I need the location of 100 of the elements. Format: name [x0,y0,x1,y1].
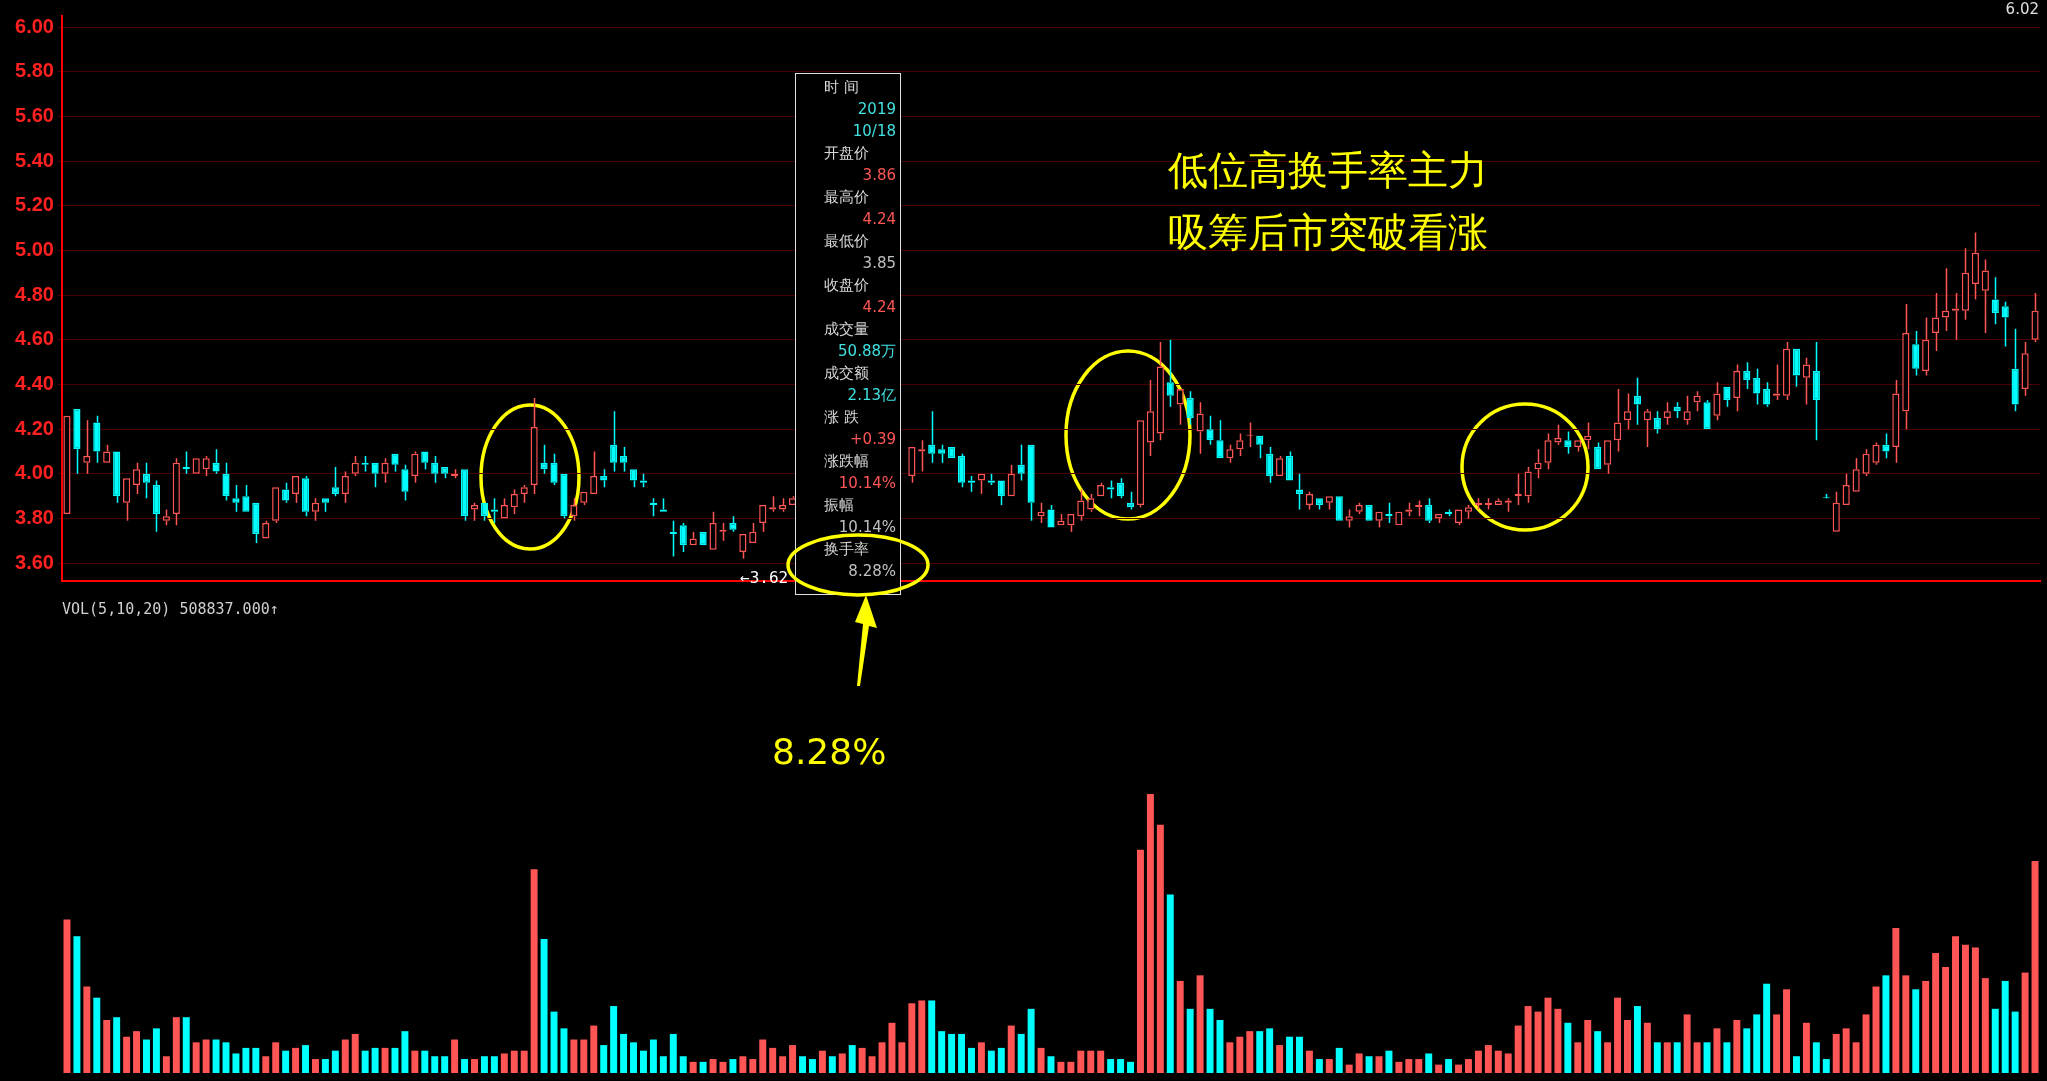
bar [1514,1025,1522,1073]
bar [2021,972,2029,1073]
annotation: 成交量 [823,319,870,340]
candlestick [1146,379,1154,457]
bar [1007,1025,1015,1073]
candlestick [590,450,598,494]
bar [1266,1028,1274,1073]
bar [1614,997,1622,1073]
candlestick [1812,341,1820,442]
bar [172,1017,180,1073]
bar [272,1042,280,1073]
annotation: 成交额 [823,363,870,384]
bar [1594,1031,1602,1073]
bar [1504,1053,1512,1073]
bar [1206,1008,1214,1073]
bar [1474,1050,1482,1073]
candlestick [1802,356,1810,406]
text: 8.28% [772,730,887,774]
bar [1117,1059,1125,1073]
candlestick [1643,408,1651,448]
annotation: 50.88万 [837,341,896,362]
bar [1037,1047,1045,1073]
bar [709,1059,717,1073]
bar [401,1031,409,1073]
bar [133,1031,141,1073]
bar [739,1056,747,1073]
bar [162,1056,170,1073]
annotation: 10/18 [851,121,896,142]
bar [649,1039,657,1073]
bar [1773,1014,1781,1073]
bar [1753,1014,1761,1073]
candlestick [1902,303,1910,430]
bar [590,1025,598,1073]
bar [679,1056,687,1073]
y-tick-label: 4.40 [15,371,54,394]
bar [938,1031,946,1073]
bar [769,1047,777,1073]
bar [918,1000,926,1073]
bar [73,936,81,1073]
y-tick-label: 3.80 [15,505,54,528]
bar [1932,953,1940,1073]
bar [1296,1036,1303,1073]
bar [1097,1050,1105,1073]
annotation: 最高价 [823,187,870,208]
bar [1385,1050,1393,1073]
bar [868,1056,876,1073]
bar [888,1022,896,1073]
bar [461,1059,469,1073]
bar [1673,1042,1681,1073]
bar [282,1050,290,1073]
bar [1763,983,1771,1073]
y-tick-label: 4.80 [15,282,54,305]
bar [113,1017,121,1073]
bar [1653,1042,1661,1073]
bar [1812,1042,1820,1073]
bar [898,1042,906,1073]
bar [1902,975,1910,1073]
bar [471,1059,478,1073]
bar [639,1050,647,1073]
bar [1723,1042,1731,1073]
bar [630,1042,638,1073]
bar [262,1056,270,1073]
candlestick [1156,341,1164,442]
bar [1892,927,1900,1073]
bar [1534,1011,1542,1073]
candlestick [1623,392,1632,430]
bar [1176,980,1184,1073]
bar [1494,1050,1502,1073]
bar [908,1003,916,1073]
bar [1455,1064,1463,1073]
bar [1981,978,1989,1073]
bar [1484,1045,1492,1073]
bar [1942,966,1950,1073]
bar [1425,1053,1433,1073]
bar [1087,1050,1095,1073]
bar [808,1059,816,1073]
bar [1793,1056,1800,1073]
bar [1057,1061,1065,1073]
candlestick [1613,388,1622,453]
bar [1693,1042,1701,1073]
y-tick-label: 4.60 [15,327,54,350]
candlestick [1942,267,1950,332]
bar [1246,1031,1254,1073]
annotation: 10.14% [837,517,896,538]
bar [242,1047,250,1073]
bar [968,1047,975,1073]
y-tick-label: 4.20 [15,416,54,439]
bar [858,1047,866,1073]
bar [789,1045,797,1073]
bar [371,1047,379,1073]
annotation: 10.14% [837,473,896,494]
bar [1783,989,1791,1073]
annotation: 4.24 [861,297,896,318]
annotation: 最低价 [823,231,870,252]
bar [311,1059,319,1073]
bar [1405,1059,1413,1073]
bar [928,1000,936,1073]
bar [620,1033,628,1073]
candlestick [1961,247,1970,321]
candlestick [1922,316,1930,377]
